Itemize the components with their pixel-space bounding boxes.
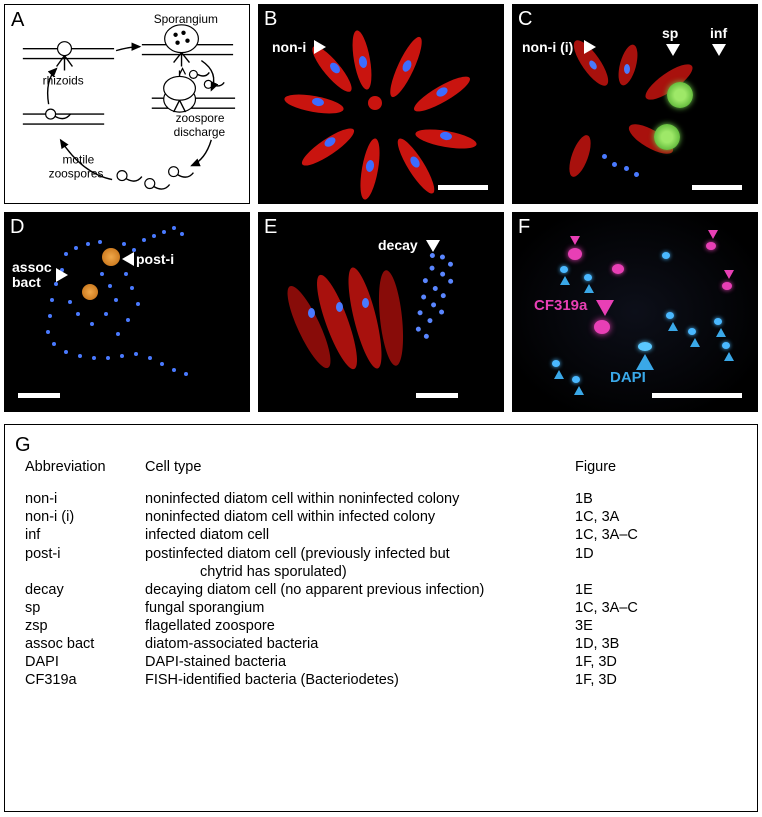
tri-magenta [570, 236, 580, 245]
arrow-non-i-i [584, 40, 596, 54]
annot-assoc1: assoc [12, 259, 52, 275]
arrow-sp [666, 44, 680, 56]
table-cell-figure: 1D, 3B [575, 635, 737, 653]
table-cell-abbrev [25, 563, 145, 581]
panel-c-label: C [518, 8, 532, 31]
arrow-decay [426, 240, 440, 252]
panel-b-label: B [264, 8, 277, 31]
table-cell-abbrev: DAPI [25, 653, 145, 671]
label-sporangium: Sporangium [154, 12, 218, 26]
annot-post-i: post-i [136, 252, 174, 267]
table-cell-celltype: infected diatom cell [145, 526, 575, 544]
label-zd1: zoospore [176, 111, 225, 125]
panel-b: B non-i [258, 4, 504, 204]
scalebar-f [652, 393, 742, 398]
table-cell-celltype: noninfected diatom cell within infected … [145, 508, 575, 526]
panel-f-label: F [518, 216, 530, 239]
th-celltype: Cell type [145, 458, 575, 476]
scalebar-c [692, 185, 742, 190]
panel-g: G Abbreviation Cell type Figure non-inon… [4, 424, 758, 812]
table-cell-figure: 1D [575, 545, 737, 563]
table-cell-celltype: DAPI-stained bacteria [145, 653, 575, 671]
panel-a-label: A [11, 9, 24, 32]
panel-a-diagram: Sporangium rhizoids zoospore discharge m… [5, 5, 249, 203]
table-body: non-inoninfected diatom cell within noni… [25, 490, 737, 689]
label-motile1: motile [63, 153, 95, 167]
annot-non-i: non-i [272, 40, 306, 55]
table-cell-abbrev: non-i (i) [25, 508, 145, 526]
table-cell-celltype: flagellated zoospore [145, 617, 575, 635]
table-cell-abbrev: post-i [25, 545, 145, 563]
table-cell-figure [575, 563, 737, 581]
th-figure: Figure [575, 458, 737, 476]
panel-d-label: D [10, 216, 24, 239]
table-cell-celltype: FISH-identified bacteria (Bacteriodetes) [145, 671, 575, 689]
annot-dapi: DAPI [610, 370, 646, 387]
panel-e-label: E [264, 216, 277, 239]
table-cell-abbrev: decay [25, 581, 145, 599]
table-cell-celltype: diatom-associated bacteria [145, 635, 575, 653]
arrow-non-i [314, 40, 326, 54]
table-cell-figure: 1C, 3A–C [575, 526, 737, 544]
panel-g-label: G [15, 433, 31, 458]
table-cell-figure: 1C, 3A–C [575, 599, 737, 617]
arrow-assoc [56, 268, 68, 282]
table-cell-figure: 1E [575, 581, 737, 599]
th-abbrev: Abbreviation [25, 458, 145, 476]
table-cell-celltype: decaying diatom cell (no apparent previo… [145, 581, 575, 599]
scalebar-b [438, 185, 488, 190]
panel-f: F CF319a DAPI [512, 212, 758, 412]
tri-cf-big [596, 300, 614, 316]
table-cell-figure: 1F, 3D [575, 671, 737, 689]
table-cell-abbrev: zsp [25, 617, 145, 635]
arrow-inf [712, 44, 726, 56]
table-cell-abbrev: assoc bact [25, 635, 145, 653]
panel-c: C non-i (i) sp inf [512, 4, 758, 204]
label-zd2: discharge [174, 125, 226, 139]
panel-a: A Sporangium rhizoids zoospore discharge [4, 4, 250, 204]
arrow-post-i [122, 252, 134, 266]
table-cell-figure: 1B [575, 490, 737, 508]
annot-decay: decay [378, 238, 418, 253]
annot-assoc2: bact [12, 274, 41, 290]
annot-non-i-i: non-i (i) [522, 40, 573, 55]
scalebar-e [416, 393, 458, 398]
annot-inf: inf [710, 26, 727, 41]
panel-e: E decay [258, 212, 504, 412]
table-cell-celltype: noninfected diatom cell within noninfect… [145, 490, 575, 508]
table-cell-figure: 1C, 3A [575, 508, 737, 526]
table-cell-celltype: fungal sporangium [145, 599, 575, 617]
table-cell-abbrev: CF319a [25, 671, 145, 689]
table-cell-abbrev: inf [25, 526, 145, 544]
scalebar-d [18, 393, 60, 398]
annot-cf: CF319a [534, 298, 587, 315]
annot-sp: sp [662, 26, 678, 41]
table-cell-celltype: postinfected diatom cell (previously inf… [145, 545, 575, 563]
table-cell-abbrev: sp [25, 599, 145, 617]
table-cell-celltype: chytrid has sporulated) [145, 563, 575, 581]
table-cell-abbrev: non-i [25, 490, 145, 508]
panel-d: D [4, 212, 250, 412]
tri-dapi-big [636, 354, 654, 370]
table-cell-figure: 3E [575, 617, 737, 635]
table-cell-figure: 1F, 3D [575, 653, 737, 671]
